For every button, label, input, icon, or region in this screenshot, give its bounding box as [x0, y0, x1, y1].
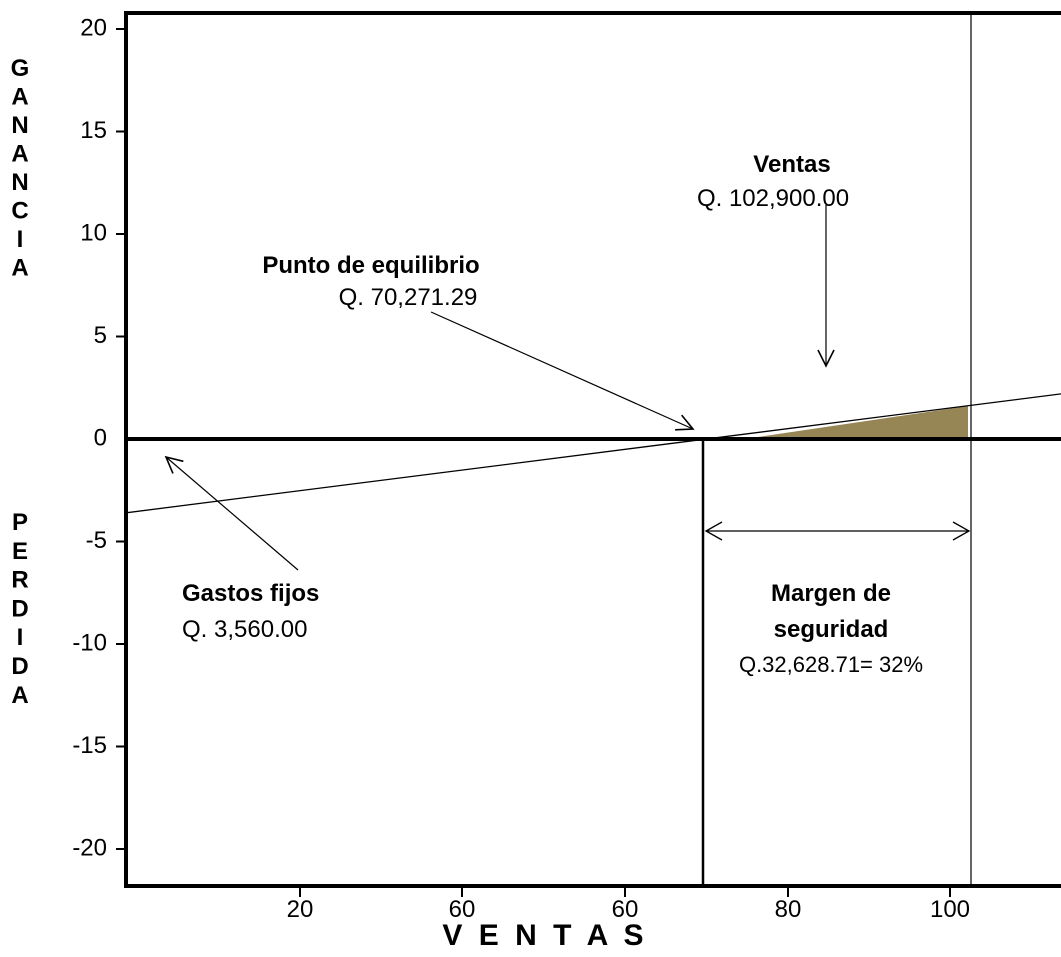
profit-loss-line	[125, 393, 1061, 514]
y-tick-label: 10	[80, 219, 107, 246]
y-axis-letter: G	[11, 55, 30, 82]
y-axis-letter: I	[17, 226, 24, 253]
punto-pointer-arrow	[430, 311, 695, 431]
gastos-pointer-arrow	[164, 455, 299, 571]
x-tick-label: 60	[449, 896, 476, 923]
gastos-title: Gastos fijos	[182, 580, 319, 607]
y-axis-letter: A	[11, 84, 28, 111]
y-tick-label: 5	[94, 322, 107, 349]
x-tick-label: 80	[775, 896, 802, 923]
x-tick-label: 100	[930, 896, 970, 923]
y-axis-letter: C	[11, 198, 28, 225]
margen-value: Q.32,628.71= 32%	[739, 652, 923, 677]
safety-margin-arrowhead-right	[952, 521, 971, 541]
punto-title: Punto de equilibrio	[262, 252, 479, 279]
y-axis-letter: E	[12, 538, 28, 565]
y-axis-letter: N	[11, 169, 28, 196]
punto-value: Q. 70,271.29	[339, 284, 478, 311]
x-tick-label: 20	[287, 896, 314, 923]
ventas-title: Ventas	[753, 151, 830, 178]
y-tick-label: -10	[72, 629, 107, 656]
gastos-value: Q. 3,560.00	[182, 616, 307, 643]
ventas-value: Q. 102,900.00	[697, 185, 849, 212]
safety-margin-arrowhead-left	[704, 521, 723, 541]
y-axis-letter: I	[17, 624, 24, 651]
y-axis-ticks: 20 15 10 5 0 -5 -10 -15 -20	[72, 14, 126, 861]
y-axis-letter: P	[12, 509, 28, 536]
y-tick-label: -20	[72, 834, 107, 861]
y-axis-letter: N	[11, 112, 28, 139]
y-tick-label: 15	[80, 117, 107, 144]
y-axis-letter: D	[11, 653, 28, 680]
y-axis-letter: A	[11, 682, 28, 709]
profit-area	[758, 406, 968, 437]
y-axis-letter: A	[11, 141, 28, 168]
margen-title-line2: seguridad	[774, 616, 889, 643]
x-axis-label: V E N T A S	[442, 919, 647, 952]
y-axis-letter: R	[11, 567, 28, 594]
x-axis-ticks: 20 60 60 80 100	[287, 886, 970, 923]
x-tick-label: 60	[612, 896, 639, 923]
y-axis-letter: A	[11, 255, 28, 282]
y-tick-label: -15	[72, 732, 107, 759]
y-tick-label: -5	[86, 527, 107, 554]
y-tick-label: 20	[80, 14, 107, 41]
y-tick-label: 0	[94, 424, 107, 451]
margen-title-line1: Margen de	[771, 580, 891, 607]
y-axis-letter: D	[11, 595, 28, 622]
